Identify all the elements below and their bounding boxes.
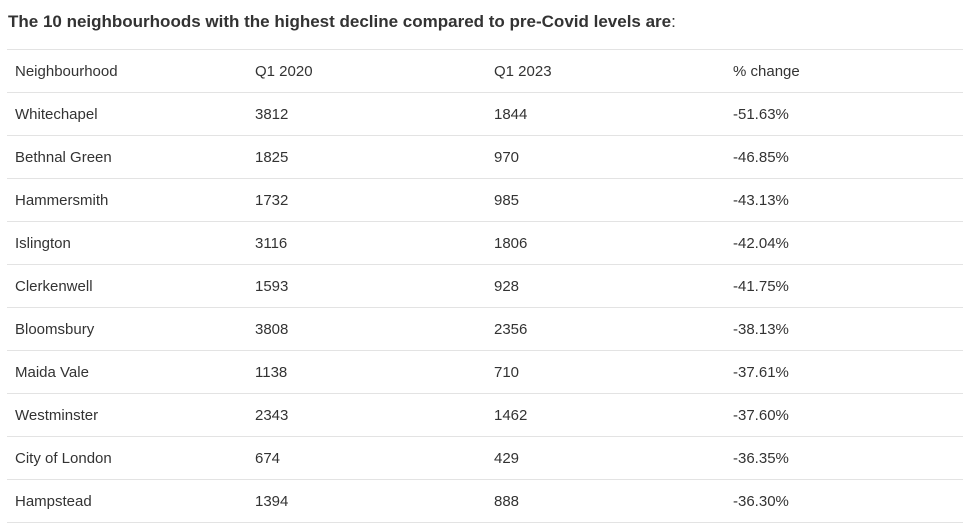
cell-q1-2020: 674 [247,436,486,480]
table-row: Maida Vale 1138 710 -37.61% [7,350,963,394]
table-heading-bold: The 10 neighbourhoods with the highest d… [8,12,672,31]
cell-q1-2020: 2343 [247,393,486,437]
table-row: Whitechapel 3812 1844 -51.63% [7,92,963,136]
table-row: City of London 674 429 -36.35% [7,436,963,480]
cell-q1-2020: 1138 [247,350,486,394]
cell-q1-2020: 3808 [247,307,486,351]
table-row: Westminster 2343 1462 -37.60% [7,393,963,437]
cell-q1-2023: 2356 [486,307,725,351]
cell-q1-2020: 3812 [247,92,486,136]
cell-neighbourhood: Whitechapel [7,92,247,136]
cell-percent-change: -37.61% [725,350,963,394]
table-row: Bloomsbury 3808 2356 -38.13% [7,307,963,351]
cell-q1-2020: 1593 [247,264,486,308]
cell-q1-2023: 710 [486,350,725,394]
cell-neighbourhood: Islington [7,221,247,265]
cell-neighbourhood: City of London [7,436,247,480]
cell-q1-2023: 1806 [486,221,725,265]
table-row: Hammersmith 1732 985 -43.13% [7,178,963,222]
table-row: Clerkenwell 1593 928 -41.75% [7,264,963,308]
header-percent-change: % change [725,49,963,93]
table-heading-colon: : [671,12,676,31]
cell-percent-change: -41.75% [725,264,963,308]
cell-q1-2020: 3116 [247,221,486,265]
cell-percent-change: -38.13% [725,307,963,351]
table-header-row: Neighbourhood Q1 2020 Q1 2023 % change [7,49,963,93]
cell-percent-change: -46.85% [725,135,963,179]
cell-neighbourhood: Bloomsbury [7,307,247,351]
neighbourhood-decline-table: Neighbourhood Q1 2020 Q1 2023 % change W… [7,49,963,523]
table-row: Islington 3116 1806 -42.04% [7,221,963,265]
cell-q1-2020: 1825 [247,135,486,179]
cell-percent-change: -36.35% [725,436,963,480]
cell-percent-change: -36.30% [725,479,963,523]
cell-q1-2023: 888 [486,479,725,523]
cell-q1-2023: 1844 [486,92,725,136]
cell-percent-change: -51.63% [725,92,963,136]
cell-neighbourhood: Hampstead [7,479,247,523]
cell-q1-2023: 970 [486,135,725,179]
cell-neighbourhood: Maida Vale [7,350,247,394]
cell-q1-2023: 928 [486,264,725,308]
cell-q1-2023: 985 [486,178,725,222]
cell-percent-change: -37.60% [725,393,963,437]
header-neighbourhood: Neighbourhood [7,49,247,93]
cell-percent-change: -42.04% [725,221,963,265]
header-q1-2023: Q1 2023 [486,49,725,93]
cell-neighbourhood: Westminster [7,393,247,437]
table-row: Hampstead 1394 888 -36.30% [7,479,963,523]
cell-q1-2020: 1394 [247,479,486,523]
cell-q1-2020: 1732 [247,178,486,222]
cell-neighbourhood: Hammersmith [7,178,247,222]
cell-q1-2023: 1462 [486,393,725,437]
cell-neighbourhood: Bethnal Green [7,135,247,179]
table-row: Bethnal Green 1825 970 -46.85% [7,135,963,179]
header-q1-2020: Q1 2020 [247,49,486,93]
cell-percent-change: -43.13% [725,178,963,222]
cell-q1-2023: 429 [486,436,725,480]
cell-neighbourhood: Clerkenwell [7,264,247,308]
table-heading: The 10 neighbourhoods with the highest d… [8,11,676,33]
